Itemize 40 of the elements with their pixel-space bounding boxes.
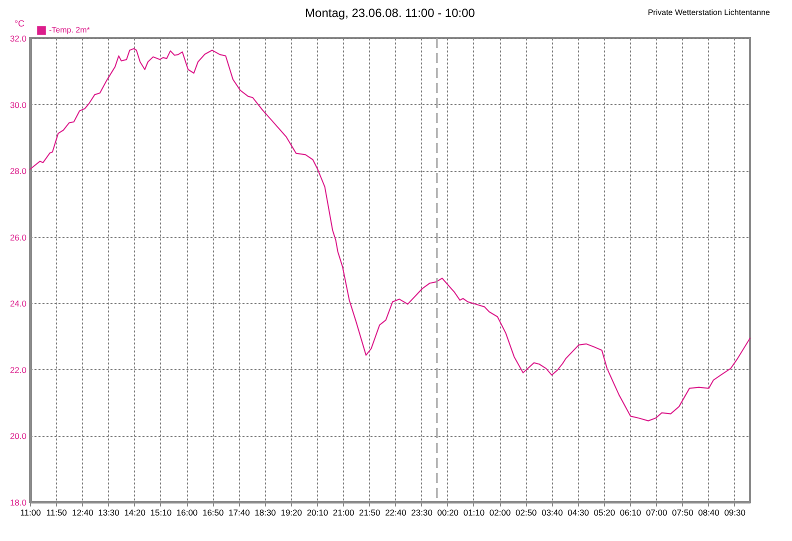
x-tick-label: 16:50 (202, 508, 224, 518)
x-tick-label: 07:50 (672, 508, 694, 518)
x-tick-label: 23:30 (411, 508, 433, 518)
x-tick-label: 02:50 (516, 508, 538, 518)
y-tick-label: 26.0 (10, 232, 27, 242)
y-tick-label: 18.0 (10, 498, 27, 508)
x-tick-label: 19:20 (280, 508, 302, 518)
x-tick-label: 21:00 (332, 508, 354, 518)
y-tick-label: 22.0 (10, 364, 27, 375)
x-tick-label: 02:00 (489, 508, 511, 518)
y-axis-title: °C (14, 18, 26, 28)
x-tick-label: 09:30 (724, 508, 746, 518)
x-tick-label: 21:50 (358, 508, 381, 518)
text: Private Wetterstation Lichtentanne (648, 8, 771, 17)
x-tick-label: 03:40 (542, 508, 564, 518)
x-tick-label: 15:10 (150, 508, 172, 518)
x-tick-label: 11:50 (46, 508, 68, 518)
x-tick-label: 05:20 (594, 508, 616, 518)
y-tick-label: 32.0 (10, 34, 27, 44)
y-tick-label: 30.0 (10, 100, 27, 110)
x-tick-label: 04:30 (568, 508, 590, 518)
x-tick-label: 11:00 (20, 508, 42, 518)
legend-label: -Temp. 2m* (49, 26, 90, 34)
x-tick-label: 14:20 (124, 508, 146, 518)
x-tick-label: 07:00 (646, 508, 668, 518)
y-tick-label: 20.0 (10, 431, 27, 442)
y-tick-label: 24.0 (10, 298, 27, 309)
x-tick-label: 17:40 (228, 508, 250, 518)
x-tick-label: 00:20 (437, 508, 459, 518)
y-tick-label: 28.0 (10, 166, 27, 176)
x-tick-label: 06:10 (620, 508, 642, 518)
x-tick-label: 16:00 (176, 508, 198, 518)
x-tick-label: 22:40 (385, 508, 407, 518)
chart-title: Montag, 23.06.08. 11:00 - 10:00 (305, 6, 476, 20)
x-tick-label: 12:40 (72, 508, 94, 518)
x-tick-label: 13:30 (98, 508, 120, 518)
x-tick-label: 08:40 (698, 508, 720, 518)
x-tick-label: 18:30 (254, 508, 276, 518)
x-tick-label: 01:10 (463, 508, 485, 518)
x-tick-label: 20:10 (306, 508, 328, 518)
